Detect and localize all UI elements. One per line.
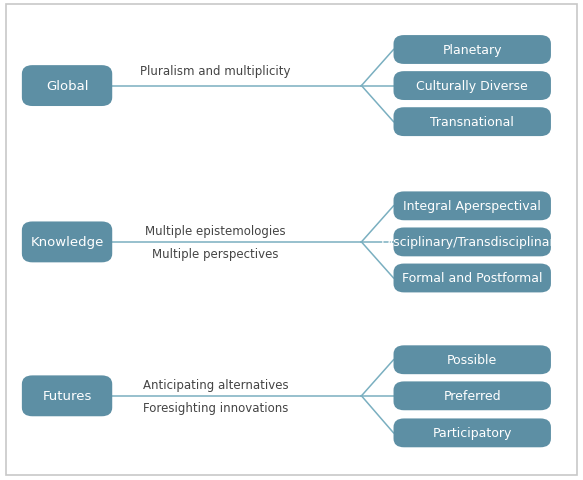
Text: Formal and Postformal: Formal and Postformal (402, 272, 542, 285)
FancyBboxPatch shape (394, 36, 551, 65)
FancyBboxPatch shape (394, 382, 551, 410)
FancyBboxPatch shape (22, 66, 112, 107)
FancyBboxPatch shape (394, 108, 551, 137)
Text: Multiple perspectives: Multiple perspectives (153, 247, 279, 260)
Text: Possible: Possible (447, 353, 497, 367)
Text: Anticipating alternatives: Anticipating alternatives (143, 378, 289, 391)
Text: Foresighting innovations: Foresighting innovations (143, 401, 289, 414)
Text: Disciplinary/Transdisciplinary: Disciplinary/Transdisciplinary (381, 236, 563, 249)
FancyBboxPatch shape (22, 222, 112, 263)
Text: Knowledge: Knowledge (30, 236, 104, 249)
Text: Transnational: Transnational (430, 116, 514, 129)
FancyBboxPatch shape (394, 72, 551, 101)
Text: Pluralism and multiplicity: Pluralism and multiplicity (141, 65, 291, 78)
FancyBboxPatch shape (22, 375, 112, 417)
FancyBboxPatch shape (394, 228, 551, 257)
FancyBboxPatch shape (394, 192, 551, 221)
Text: Culturally Diverse: Culturally Diverse (416, 80, 528, 93)
Text: Integral Aperspectival: Integral Aperspectival (403, 200, 541, 213)
FancyBboxPatch shape (394, 264, 551, 293)
Text: Global: Global (46, 80, 88, 93)
FancyBboxPatch shape (394, 419, 551, 447)
Text: Preferred: Preferred (444, 389, 501, 403)
Text: Planetary: Planetary (442, 44, 502, 57)
Text: Participatory: Participatory (433, 426, 512, 440)
Text: Futures: Futures (43, 389, 92, 403)
Text: Multiple epistemologies: Multiple epistemologies (145, 225, 286, 238)
FancyBboxPatch shape (394, 346, 551, 374)
